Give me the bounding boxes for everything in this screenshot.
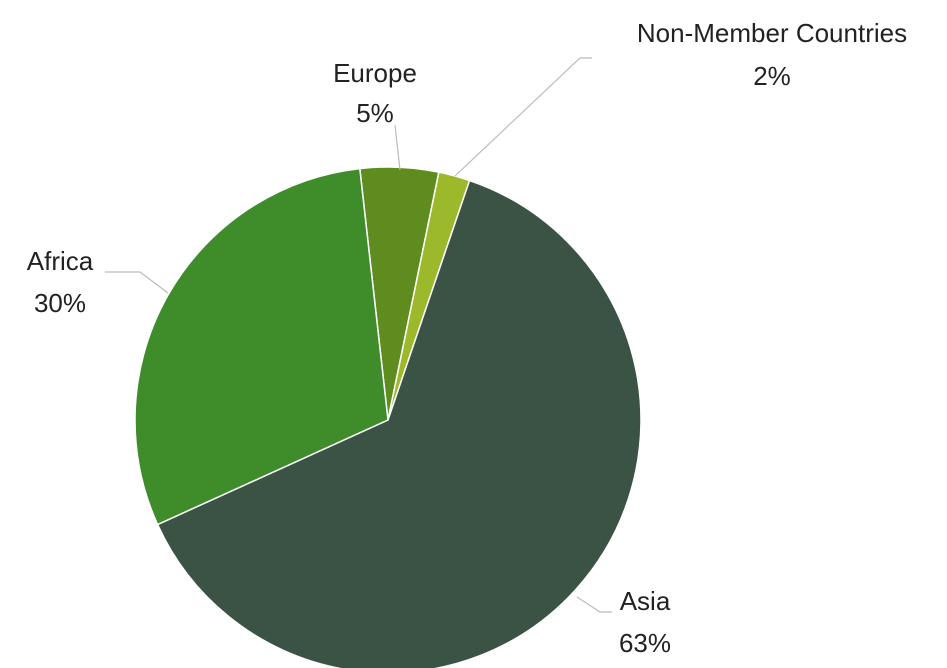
leader-line <box>454 57 592 177</box>
slice-label: Non-Member Countries <box>637 18 907 48</box>
slice-value-label: 5% <box>356 98 394 128</box>
slice-label: Europe <box>333 58 417 88</box>
leader-line <box>105 271 169 294</box>
leader-line <box>576 596 612 613</box>
slice-label: Asia <box>620 586 671 616</box>
slice-value-label: 30% <box>34 288 86 318</box>
pie-slice <box>156 179 642 668</box>
leader-line <box>394 124 401 171</box>
slice-label: Africa <box>27 246 94 276</box>
slice-value-label: 63% <box>619 628 671 658</box>
pie-slice <box>134 167 389 526</box>
slice-value-label: 2% <box>753 61 791 91</box>
